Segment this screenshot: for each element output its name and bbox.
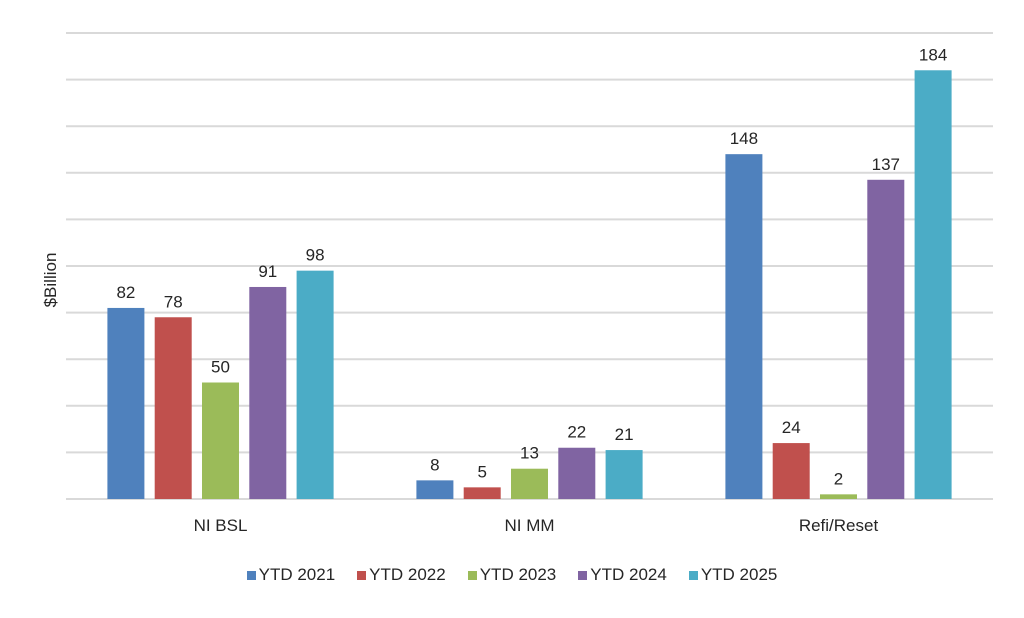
legend-item: YTD 2021: [246, 565, 336, 585]
data-label: 5: [477, 462, 486, 481]
data-label: 91: [258, 262, 277, 281]
category-label: NI BSL: [194, 516, 248, 535]
bar-ytd-2025-ni-mm: [605, 450, 643, 499]
data-label: 2: [834, 469, 843, 488]
data-label: 8: [430, 455, 439, 474]
bar-ytd-2021-refi-reset: [725, 154, 763, 499]
legend-swatch-icon: [467, 570, 477, 580]
data-label: 78: [164, 292, 183, 311]
legend-item: YTD 2022: [357, 565, 446, 585]
legend-label: YTD 2024: [590, 565, 667, 584]
data-label: 184: [919, 45, 947, 64]
data-label: 13: [520, 444, 539, 463]
bar-ytd-2023-refi-reset: [820, 494, 857, 499]
data-label: 24: [782, 418, 801, 437]
data-label: 98: [306, 246, 325, 265]
bar-ytd-2024-refi-reset: [867, 179, 905, 500]
legend-item: YTD 2024: [578, 565, 667, 585]
legend-label: YTD 2025: [700, 565, 778, 584]
legend-swatch-icon: [578, 570, 588, 580]
legend-swatch-icon: [357, 570, 367, 580]
bar-ytd-2021-ni-mm: [416, 480, 454, 499]
data-label: 21: [615, 425, 634, 444]
category-label: Refi/Reset: [799, 516, 879, 535]
bar-ytd-2022-refi-reset: [772, 443, 810, 499]
data-label: 22: [567, 423, 586, 442]
category-label: NI MM: [504, 516, 554, 535]
data-labels: 82 78 50 91 98 8 5 13 22 21 148 24 2 137 184: [116, 45, 947, 488]
data-label: 137: [872, 155, 900, 174]
legend-item: YTD 2025: [688, 565, 778, 585]
data-label: 50: [211, 358, 230, 377]
data-label: 82: [116, 283, 135, 302]
legend: YTD 2021 YTD 2022 YTD 2023 YTD 2024 YTD 2025: [0, 565, 1024, 585]
legend-swatch-icon: [688, 570, 698, 580]
legend-swatch-icon: [246, 570, 256, 580]
legend-label: YTD 2023: [479, 565, 557, 584]
bar-ytd-2025-refi-reset: [914, 70, 952, 499]
bar-ytd-2023-ni-bsl: [202, 382, 239, 499]
y-axis-title: $Billion: [41, 253, 60, 308]
legend-label: YTD 2021: [258, 565, 336, 584]
bar-ytd-2022-ni-mm: [463, 487, 501, 499]
bars: [107, 70, 952, 500]
data-label: 148: [730, 129, 758, 148]
bar-ytd-2021-ni-bsl: [107, 307, 145, 499]
legend-item: YTD 2023: [467, 565, 557, 585]
bar-ytd-2025-ni-bsl: [296, 270, 334, 499]
bar-ytd-2022-ni-bsl: [154, 317, 192, 499]
legend-label: YTD 2022: [369, 565, 446, 584]
category-axis-labels: NI BSL NI MM Refi/Reset: [194, 516, 879, 535]
bar-ytd-2024-ni-bsl: [249, 286, 287, 499]
bar-ytd-2023-ni-mm: [511, 468, 548, 499]
bar-ytd-2024-ni-mm: [558, 447, 596, 499]
